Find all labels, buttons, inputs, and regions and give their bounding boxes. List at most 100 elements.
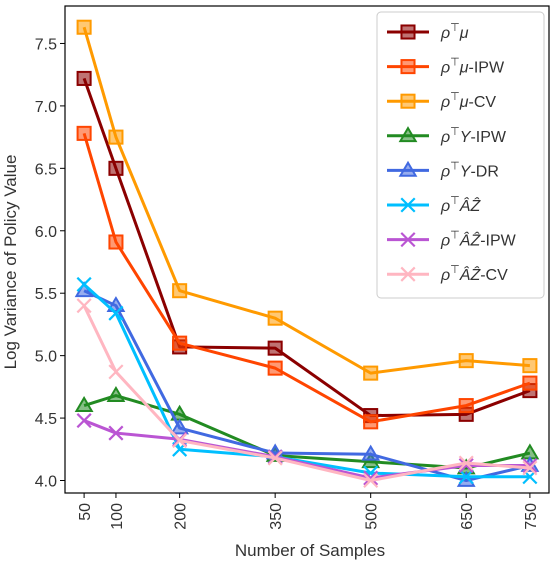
series-2 [76,19,538,381]
data-point [267,450,283,466]
marker-stroke [400,197,416,213]
marker-stroke [458,455,474,471]
data-point [108,160,124,176]
y-tick-label: 5.0 [35,349,57,366]
legend-label: ρ⊤ÂẐ-CV [440,264,508,284]
marker-stroke [400,232,416,248]
data-point [267,360,283,376]
marker-stroke [267,450,283,466]
data-point [108,305,124,321]
data-point [76,413,92,429]
legend-label: ρ⊤μ [440,22,469,42]
y-axis-label: Log Variance of Policy Value [1,155,20,370]
legend-item: ρ⊤Y-DR [387,160,499,180]
series-7 [76,298,538,489]
legend-label: ρ⊤μ-IPW [440,57,505,77]
y-tick-label: 5.5 [35,286,57,303]
data-point [170,418,190,435]
x-axis-label: Number of Samples [235,541,385,560]
legend-item: ρ⊤ÂẐ-IPW [387,230,517,250]
y-tick-label: 6.5 [35,161,57,178]
series-group [74,19,540,489]
data-point [522,458,538,474]
legend-marker [400,232,416,248]
marker-stroke [108,425,124,441]
data-point [522,460,538,476]
data-point [458,469,474,485]
legend-label: ρ⊤ÂẐ-IPW [440,230,517,250]
legend-item: ρ⊤μ-IPW [387,57,505,77]
marker-stroke [522,458,538,474]
legend-label: ρ⊤Y-IPW [440,126,507,146]
data-point [522,375,538,391]
legend-box [376,11,545,299]
data-point [76,276,92,292]
data-point [74,395,94,412]
data-point [361,444,381,461]
x-tick-label: 100 [109,503,126,530]
plot-frame [64,5,550,494]
marker-stroke [76,298,92,314]
y-axis: 4.0 4.5 5.0 5.5 6.0 6.5 7.0 7.5 [35,36,65,491]
x-tick-label: 350 [268,503,285,530]
data-point [267,310,283,326]
data-point [458,353,474,369]
x-axis: 50 100 200 350 500 650 750 [77,493,540,530]
data-point [76,19,92,35]
legend-marker [400,24,416,40]
legend-item: ρ⊤μ-CV [387,91,496,111]
legend-marker [400,266,416,282]
data-point [458,458,474,474]
data-point [76,298,92,314]
data-point [363,470,379,486]
marker-stroke [108,364,124,380]
data-point [108,364,124,380]
data-point [458,398,474,414]
y-tick-label: 7.0 [35,99,57,116]
legend-item: ρ⊤ÂẐ-CV [387,264,508,284]
legend-item: ρ⊤μ [387,22,469,42]
y-tick-label: 4.0 [35,474,57,491]
marker-stroke [363,470,379,486]
data-point [172,335,188,351]
marker-stroke [76,276,92,292]
data-point [108,129,124,145]
data-point [76,70,92,86]
data-point [106,385,126,402]
legend: ρ⊤μ ρ⊤μ-IPW ρ⊤μ-CV ρ⊤Y-IPW ρ⊤Y-DR ρ⊤ÂẐ ρ⊤ÂẐ-IP… [376,11,545,299]
data-point [76,125,92,141]
marker-stroke [458,458,474,474]
y-tick-label: 6.0 [35,224,57,241]
data-point [172,433,188,449]
legend-item: ρ⊤ÂẐ [387,195,481,215]
data-point [363,472,379,489]
data-point [363,365,379,381]
data-point [267,340,283,356]
x-tick-label: 750 [523,503,540,530]
series-1 [76,125,538,430]
y-tick-label: 4.5 [35,411,57,428]
marker-stroke [172,433,188,449]
data-point [108,234,124,250]
data-point [172,283,188,299]
legend-item: ρ⊤Y-IPW [387,126,507,146]
marker-stroke [400,266,416,282]
marker-stroke [458,469,474,485]
data-point [522,358,538,374]
legend-marker [400,93,416,109]
marker-stroke [363,472,379,489]
legend-marker [398,160,418,177]
data-point [108,425,124,441]
legend-label: ρ⊤ÂẐ [440,195,481,215]
marker-stroke [76,413,92,429]
x-tick-label: 500 [364,503,381,530]
legend-marker [400,59,416,75]
marker-stroke [522,460,538,476]
data-point [458,455,474,471]
x-tick-label: 650 [459,503,476,530]
x-tick-label: 200 [173,503,190,530]
x-tick-label: 50 [77,503,94,521]
legend-marker [400,197,416,213]
y-tick-label: 7.5 [35,36,57,53]
